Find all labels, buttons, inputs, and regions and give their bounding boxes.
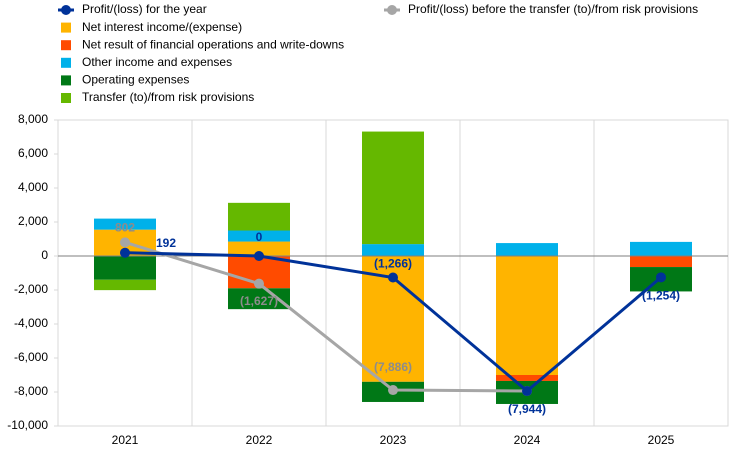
legend-marker <box>61 5 71 15</box>
line-point <box>120 247 130 258</box>
bar-segment <box>362 244 424 256</box>
bar-segment <box>94 256 156 280</box>
x-tick-label: 2024 <box>514 433 541 447</box>
line-point <box>388 272 398 283</box>
data-label: (7,886) <box>374 360 412 374</box>
y-tick-label: -10,000 <box>7 418 48 432</box>
y-tick-label: 8,000 <box>18 112 48 126</box>
line-series <box>124 240 528 393</box>
legend-marker <box>61 40 71 51</box>
legend-marker <box>61 22 71 33</box>
bar-segment <box>228 288 290 310</box>
legend-label: Transfer (to)/from risk provisions <box>82 90 254 104</box>
bar-segment <box>496 375 558 381</box>
y-tick-label: 2,000 <box>18 214 48 228</box>
legend-marker <box>61 57 71 68</box>
bar-segment <box>496 243 558 256</box>
line-point <box>388 385 398 396</box>
bar-segment <box>228 230 290 242</box>
legend-marker <box>61 93 71 103</box>
x-tick-label: 2023 <box>380 433 407 447</box>
y-tick-label: 6,000 <box>18 146 48 160</box>
data-label: (1,254) <box>642 288 680 302</box>
legend-label: Net interest income/(expense) <box>82 20 242 34</box>
bar-segment <box>630 256 692 268</box>
line-point <box>522 386 532 397</box>
legend-label: Profit/(loss) before the transfer (to)/f… <box>408 2 698 16</box>
y-tick-label: -8,000 <box>14 384 48 398</box>
data-label: (1,266) <box>374 257 412 271</box>
legend-marker <box>387 5 397 15</box>
y-tick-label: 4,000 <box>18 180 48 194</box>
legend-label: Other income and expenses <box>82 55 232 69</box>
data-label: 192 <box>156 236 176 250</box>
legend-marker <box>61 75 71 86</box>
data-label: (7,944) <box>508 402 546 416</box>
bar-segment <box>630 241 692 256</box>
line-point <box>254 251 264 261</box>
x-tick-label: 2022 <box>246 433 273 447</box>
x-tick-label: 2021 <box>112 433 139 447</box>
bar-segment <box>94 218 156 230</box>
plot-frame <box>57 119 729 427</box>
line-point <box>120 237 130 248</box>
bar-segment <box>228 241 290 256</box>
data-label: 0 <box>256 230 263 244</box>
legend-label: Operating expenses <box>82 73 189 87</box>
y-tick-label: 0 <box>41 248 48 262</box>
y-tick-label: -2,000 <box>14 282 48 296</box>
bar-segment <box>228 202 290 231</box>
bar-segment <box>362 131 424 245</box>
bar-segment <box>496 256 558 375</box>
data-label: 802 <box>115 221 135 235</box>
legend-label: Profit/(loss) for the year <box>82 2 207 16</box>
y-tick-label: -6,000 <box>14 350 48 364</box>
line-point <box>254 278 264 289</box>
bar-segment <box>94 279 156 291</box>
data-label: (1,627) <box>240 294 278 308</box>
line-point <box>656 272 666 283</box>
y-tick-label: -4,000 <box>14 316 48 330</box>
legend-label: Net result of financial operations and w… <box>82 37 344 51</box>
x-tick-label: 2025 <box>648 433 675 447</box>
